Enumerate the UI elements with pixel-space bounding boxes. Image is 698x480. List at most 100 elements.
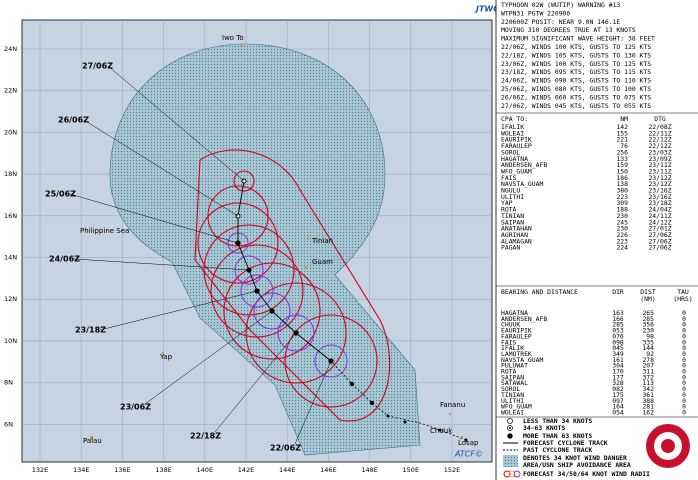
bearing-cell: PULUWAT [501,362,528,370]
islands [90,44,463,440]
cpa-cell: 245 [616,218,628,226]
lon-label: 132E [32,466,49,474]
bearing-cell: 045 [612,344,624,352]
bearing-cell: HAGATNA [501,309,528,317]
bearing-cell: WOLEAI [501,408,524,416]
lon-label: 136E [114,466,131,474]
bearing-cell: 230 [642,327,654,335]
cpa-cell: 23/16Z [648,193,671,201]
legend-label: AREA/USN SHIP AVOIDANCE AREA [523,461,631,469]
cpa-cell: SAIPAN [501,218,524,226]
bearing-cell: 278 [642,356,654,364]
info-panel [496,0,698,480]
bearing-cell: CHUUK [501,321,520,329]
bearing-cell: 285 [642,315,654,323]
cpa-cell: 22/12Z [648,142,671,150]
warning-line: 220600Z POSIT: NEAR 9.0N 146.1E [501,18,620,26]
bearing-cell: NAVSTA_GUAM [501,356,543,364]
bearing-cell: 098 [612,338,624,346]
bearing-cell: ULITHI [501,397,524,405]
legend-label: MORE THAN 63 KNOTS [523,432,592,440]
place-label: Palau [83,437,102,445]
bearing-cell: TINIAN [501,391,524,399]
bearing-cell: 0 [682,309,686,317]
warning-line: 26/06Z, WINDS 060 KTS, GUSTS TO 075 KTS [501,93,651,101]
bearing-cell: SAIPAN [501,373,524,381]
cpa-cell: 24/11Z [648,212,671,220]
time-label: 23/18Z [75,326,106,335]
warning-line: MOVING 310 DEGREES TRUE AT 13 KNOTS [501,26,636,34]
cpa-header: CPA TO: [501,115,528,123]
time-label: 23/06Z [120,403,151,412]
lon-label: 142E [238,466,255,474]
bearing-cell: 335 [642,338,654,346]
bearing-cell: 0 [682,403,686,411]
place-label: Fananu [440,401,465,409]
cpa-cell: 22/11Z [648,129,671,137]
cpa-cell: HAGATNA [501,155,528,163]
lon-label: 146E [320,466,337,474]
bearing-cell: 144 [642,344,654,352]
cpa-cell: 24/04Z [648,206,671,214]
cpa-cell: ANDERSEN_AFB [501,161,547,169]
lon-label: 140E [197,466,214,474]
bearing-header: DIST [640,288,656,296]
bearing-cell: 161 [612,356,624,364]
lon-label: 134E [73,466,90,474]
cpa-cell: 27/06Z [648,231,671,239]
bearing-cell: LAMOTREK [501,350,532,358]
cpa-cell: 159 [616,161,628,169]
lat-label: 24N [4,45,17,53]
cpa-cell: 23/12Z [648,174,671,182]
bearing-cell: WFO_GUAM [501,403,532,411]
bearing-cell: 207 [642,362,654,370]
lat-label: 6N [4,420,13,428]
bearing-cell: 0 [682,315,686,323]
cpa-cell: 221 [616,136,628,144]
cpa-cell: 76 [620,142,628,150]
cpa-cell: 23/03Z [648,148,671,156]
place-label: Chuuk [430,427,453,435]
bearing-cell: 053 [612,327,624,335]
warning-line: 27/06Z, WINDS 045 KTS, GUSTS TO 055 KTS [501,102,651,110]
cpa-cell: 27/06Z [648,237,671,245]
legend-label: FORECAST CYCLONE TRACK [523,439,608,447]
cpa-cell: 23/12Z [648,180,671,188]
bearing-cell: 0 [682,385,686,393]
bearing-cell: 311 [642,368,654,376]
cpa-cell: 23/16Z [648,187,671,195]
bearing-cell: 349 [612,350,624,358]
warning-line: WTPN31 PGTW 220900 [501,9,570,17]
bearing-cell: 0 [682,321,686,329]
bearing-cell: 98 [646,332,654,340]
bearing-cell: 082 [612,385,624,393]
lat-label: 18N [4,170,17,178]
bearing-cell: 0 [682,368,686,376]
bearing-header: BEARING AND DISTANCE [501,288,578,296]
cpa-cell: 380 [616,187,628,195]
lon-label: 148E [361,466,378,474]
wind-radii-34 [194,149,391,422]
time-label: 22/06Z [270,444,301,453]
software-label: ATCF© [454,450,483,459]
lat-label: 14N [4,254,17,262]
lat-label: 8N [4,379,13,387]
time-label: 26/06Z [58,116,89,125]
time-label: 24/06Z [49,255,80,264]
bearing-header: TAU [677,288,689,296]
time-leaders [69,65,332,445]
cpa-cell: ULITHI [501,193,524,201]
cpa-cell: SOROL [501,148,520,156]
bearing-cell: FAIS [501,338,517,346]
lat-label: 20N [4,128,17,136]
cpa-cell: 256 [616,148,628,156]
cpa-cell: 188 [616,206,628,214]
bearing-subheader: (HRS) [673,295,692,303]
cpa-cell: 230 [616,212,628,220]
cpa-cell: ANATAHAN [501,225,532,233]
lon-label: 150E [403,466,420,474]
bearing-header: DIR [612,288,624,296]
lat-label: 10N [4,337,17,345]
past-positions [349,381,468,442]
